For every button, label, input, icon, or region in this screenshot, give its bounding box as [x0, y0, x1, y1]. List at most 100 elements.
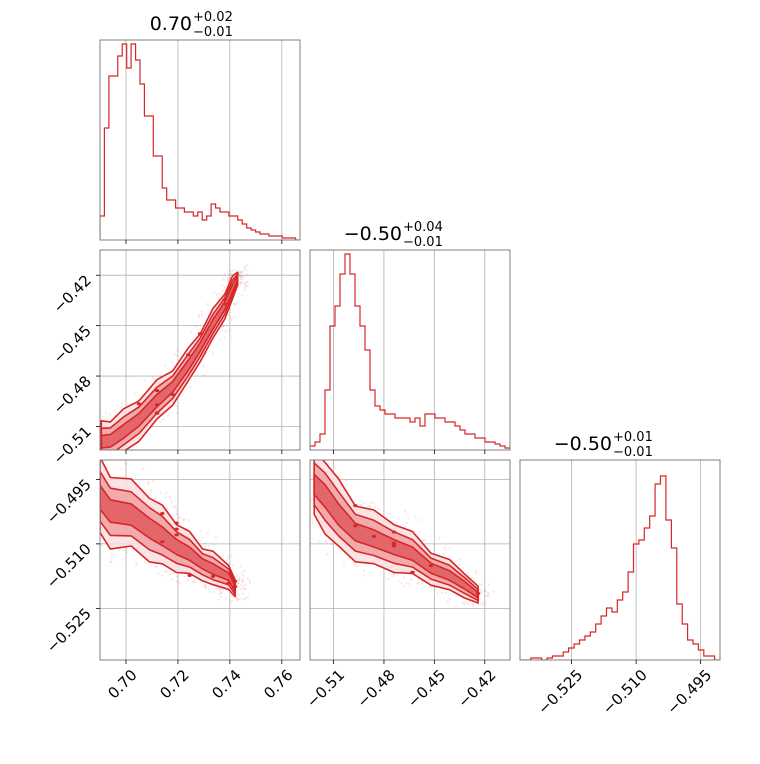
scatter-point — [393, 573, 396, 576]
scatter-point — [307, 468, 309, 470]
scatter-point — [101, 542, 104, 545]
y-tick-label: −0.51 — [50, 423, 95, 468]
scatter-point — [238, 271, 241, 274]
panel-frame — [99, 249, 301, 451]
scatter-point — [126, 548, 129, 551]
x-tick-label: −0.495 — [663, 666, 715, 718]
title-upper-error: +0.04 — [403, 220, 443, 235]
scatter-point — [404, 510, 407, 513]
scatter-point — [93, 444, 95, 446]
scatter-point — [386, 512, 389, 515]
x-tick-label: −0.45 — [404, 666, 449, 711]
scatter-point — [240, 584, 243, 587]
scatter-point — [171, 578, 174, 581]
scatter-point — [304, 482, 306, 484]
scatter-point — [405, 581, 408, 584]
scatter-point — [389, 512, 392, 516]
scatter-point — [226, 280, 229, 283]
contour-island — [353, 524, 358, 528]
scatter-point — [417, 578, 420, 581]
contour-island — [170, 393, 175, 396]
contour-island — [174, 533, 179, 537]
scatter-point — [104, 454, 106, 456]
scatter-point — [239, 588, 243, 591]
panel-2-1 — [304, 454, 511, 664]
x-tick-label: 0.72 — [156, 666, 192, 702]
scatter-point — [242, 274, 245, 278]
scatter-point — [152, 480, 155, 483]
scatter-point — [448, 547, 451, 550]
panel-content-2-1 — [304, 454, 510, 660]
scatter-point — [355, 478, 358, 481]
scatter-point — [305, 460, 307, 462]
scatter-point — [165, 570, 168, 573]
scatter-point — [324, 539, 327, 543]
scatter-point — [221, 588, 224, 592]
scatter-point — [105, 456, 107, 458]
scatter-point — [100, 453, 102, 455]
scatter-point — [471, 604, 474, 607]
scatter-point — [182, 518, 185, 521]
scatter-point — [244, 265, 247, 268]
scatter-point — [227, 278, 230, 282]
scatter-point — [228, 270, 232, 273]
scatter-point — [246, 280, 249, 283]
contour-island — [391, 544, 397, 548]
scatter-point — [217, 598, 220, 602]
scatter-point — [418, 530, 421, 533]
title-lower-error: −0.01 — [193, 25, 233, 40]
x-tick-label: −0.42 — [454, 666, 499, 711]
scatter-point — [360, 503, 363, 507]
x-tick-label: −0.510 — [599, 666, 651, 718]
scatter-point — [477, 603, 480, 606]
scatter-point — [239, 270, 242, 273]
scatter-point — [243, 282, 246, 285]
scatter-point — [462, 601, 465, 604]
scatter-point — [215, 293, 219, 296]
scatter-point — [242, 587, 245, 590]
scatter-point — [205, 586, 208, 589]
scatter-point — [243, 288, 246, 291]
scatter-point — [241, 294, 244, 297]
scatter-point — [101, 415, 104, 418]
scatter-point — [241, 278, 244, 281]
scatter-point — [463, 603, 466, 606]
scatter-point — [242, 586, 245, 589]
scatter-point — [105, 411, 108, 414]
scatter-point — [306, 454, 308, 456]
scatter-point — [239, 565, 242, 568]
scatter-point — [207, 532, 210, 535]
scatter-point — [248, 579, 251, 582]
scatter-point — [488, 594, 491, 597]
scatter-point — [165, 507, 168, 510]
panel-title-2: −0.50 +0.01−0.01 — [554, 430, 653, 460]
scatter-point — [230, 554, 233, 557]
scatter-point — [237, 582, 240, 585]
contour-island — [475, 592, 481, 595]
scatter-point — [306, 498, 308, 500]
contour-island — [154, 411, 160, 415]
scatter-point — [242, 276, 245, 279]
scatter-point — [402, 585, 405, 588]
scatter-point — [201, 536, 204, 540]
scatter-point — [244, 587, 247, 590]
contour-island — [197, 332, 203, 336]
scatter-point — [230, 600, 233, 603]
scatter-point — [175, 354, 178, 357]
scatter-point — [91, 494, 93, 496]
scatter-point — [234, 303, 237, 306]
scatter-point — [470, 576, 473, 580]
scatter-point — [236, 573, 239, 576]
contour-fill-2 — [314, 474, 479, 598]
scatter-point — [116, 463, 118, 465]
contour-fill-2 — [100, 485, 236, 592]
histogram-2 — [520, 475, 720, 660]
scatter-point — [134, 561, 138, 564]
scatter-point — [414, 515, 417, 518]
scatter-point — [218, 588, 221, 591]
panel-2-0 — [91, 459, 301, 664]
scatter-point — [416, 582, 419, 585]
scatter-point — [218, 293, 221, 296]
scatter-point — [167, 414, 170, 417]
